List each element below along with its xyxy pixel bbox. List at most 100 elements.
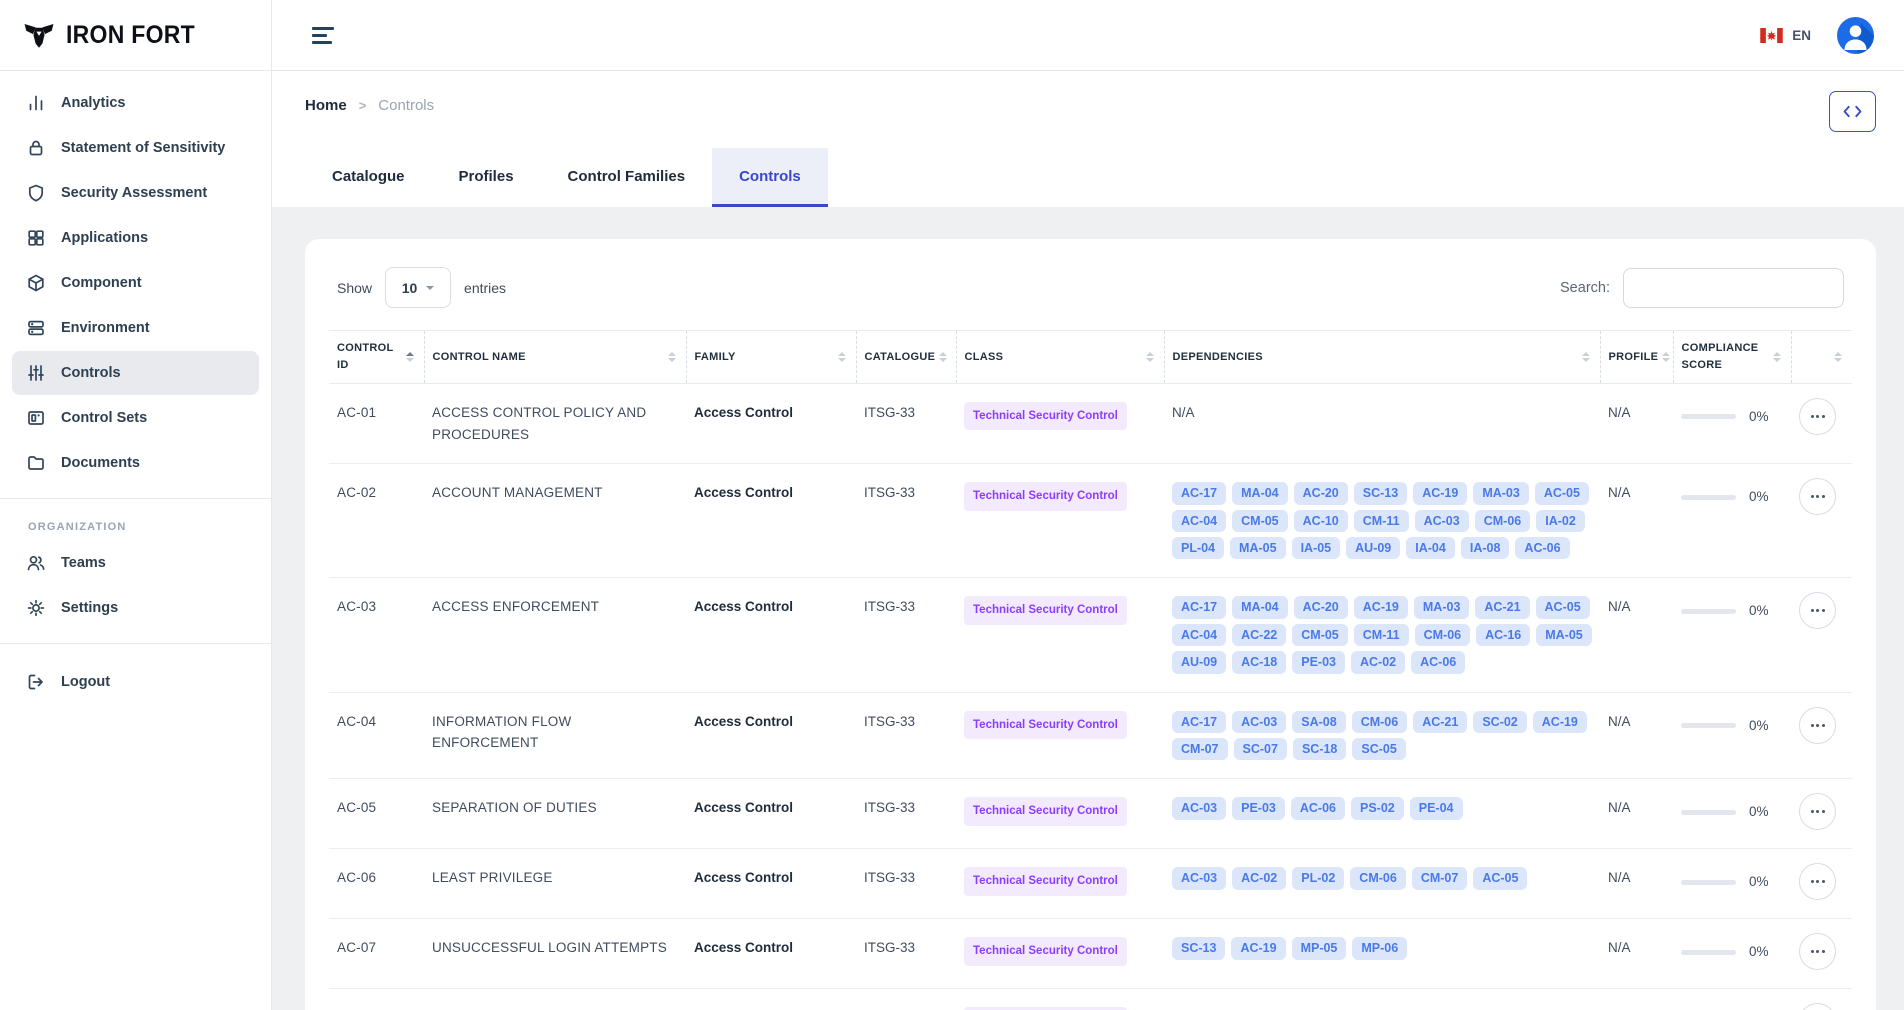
dependency-chip[interactable]: IA-04 — [1406, 537, 1455, 559]
column-header-dependencies[interactable]: DEPENDENCIES — [1164, 331, 1600, 384]
column-header-family[interactable]: FAMILY — [686, 331, 856, 384]
dependency-chip[interactable]: CM-07 — [1172, 738, 1228, 760]
code-view-button[interactable] — [1829, 91, 1876, 132]
dependency-chip[interactable]: AC-05 — [1536, 596, 1590, 618]
dependency-chip[interactable]: AC-19 — [1533, 711, 1587, 733]
dependency-chip[interactable]: PL-04 — [1172, 537, 1224, 559]
dependency-chip[interactable]: AC-19 — [1413, 482, 1467, 504]
dependency-chip[interactable]: AC-20 — [1294, 482, 1348, 504]
dependency-chip[interactable]: SC-18 — [1293, 738, 1346, 760]
breadcrumb-home-link[interactable]: Home — [305, 97, 347, 114]
dependency-chip[interactable]: PE-03 — [1232, 797, 1285, 819]
dependency-chip[interactable]: MA-05 — [1536, 624, 1592, 646]
dependency-chip[interactable]: AC-04 — [1172, 510, 1226, 532]
sidebar-item-settings[interactable]: Settings — [12, 586, 259, 630]
tab-control-families[interactable]: Control Families — [541, 148, 713, 207]
sidebar-item-security-assessment[interactable]: Security Assessment — [12, 171, 259, 215]
dependency-chip[interactable]: CM-07 — [1412, 867, 1468, 889]
dependency-chip[interactable]: CM-06 — [1475, 510, 1531, 532]
dependency-chip[interactable]: AC-06 — [1291, 797, 1345, 819]
dependency-chip[interactable]: AU-09 — [1346, 537, 1400, 559]
column-header-catalogue[interactable]: CATALOGUE — [856, 331, 956, 384]
row-actions-button[interactable] — [1799, 478, 1836, 515]
dependency-chip[interactable]: AC-06 — [1515, 537, 1569, 559]
tab-controls[interactable]: Controls — [712, 148, 828, 207]
dependency-chip[interactable]: SC-07 — [1234, 738, 1287, 760]
row-actions-button[interactable] — [1799, 933, 1836, 970]
column-header-compliance-score[interactable]: COMPLIANCE SCORE — [1673, 331, 1791, 384]
menu-icon[interactable] — [308, 23, 338, 48]
language-switcher[interactable]: EN — [1760, 28, 1811, 43]
dependency-chip[interactable]: AC-17 — [1172, 482, 1226, 504]
sidebar-item-controls[interactable]: Controls — [12, 351, 259, 395]
dependency-chip[interactable]: MA-05 — [1230, 537, 1286, 559]
dependency-chip[interactable]: PE-03 — [1292, 651, 1345, 673]
column-header-class[interactable]: CLASS — [956, 331, 1164, 384]
dependency-chip[interactable]: CM-05 — [1292, 624, 1348, 646]
dependency-chip[interactable]: AC-17 — [1172, 596, 1226, 618]
column-header-control-id[interactable]: CONTROL ID — [329, 331, 424, 384]
dependency-chip[interactable]: SC-05 — [1352, 738, 1405, 760]
dependency-chip[interactable]: PL-02 — [1292, 867, 1344, 889]
row-actions-button[interactable] — [1799, 793, 1836, 830]
dependency-chip[interactable]: SA-08 — [1292, 711, 1345, 733]
sidebar-item-component[interactable]: Component — [12, 261, 259, 305]
dependency-chip[interactable]: CM-11 — [1354, 624, 1409, 646]
user-avatar-icon[interactable] — [1837, 17, 1874, 54]
dependency-chip[interactable]: MA-04 — [1232, 596, 1288, 618]
dependency-chip[interactable]: PE-04 — [1410, 797, 1463, 819]
dependency-chip[interactable]: CM-06 — [1415, 624, 1471, 646]
dependency-chip[interactable]: AC-03 — [1232, 711, 1286, 733]
dependency-chip[interactable]: MA-03 — [1473, 482, 1529, 504]
dependency-chip[interactable]: CM-06 — [1352, 711, 1408, 733]
sidebar-item-applications[interactable]: Applications — [12, 216, 259, 260]
dependency-chip[interactable]: AC-03 — [1415, 510, 1469, 532]
sidebar-item-logout[interactable]: Logout — [12, 660, 259, 704]
dependency-chip[interactable]: MP-06 — [1352, 937, 1407, 959]
dependency-chip[interactable]: MP-05 — [1292, 937, 1347, 959]
column-header-profile[interactable]: PROFILE — [1600, 331, 1673, 384]
dependency-chip[interactable]: AC-17 — [1172, 711, 1226, 733]
sidebar-item-teams[interactable]: Teams — [12, 541, 259, 585]
row-actions-button[interactable] — [1799, 1003, 1836, 1010]
dependency-chip[interactable]: IA-02 — [1536, 510, 1585, 532]
row-actions-button[interactable] — [1799, 592, 1836, 629]
sidebar-item-environment[interactable]: Environment — [12, 306, 259, 350]
dependency-chip[interactable]: AC-18 — [1232, 651, 1286, 673]
row-actions-button[interactable] — [1799, 863, 1836, 900]
brand-logo[interactable]: IRON FORT — [22, 18, 206, 52]
dependency-chip[interactable]: AU-09 — [1172, 651, 1226, 673]
dependency-chip[interactable]: PS-02 — [1351, 797, 1404, 819]
dependency-chip[interactable]: IA-08 — [1461, 537, 1510, 559]
dependency-chip[interactable]: AC-19 — [1231, 937, 1285, 959]
dependency-chip[interactable]: AC-04 — [1172, 624, 1226, 646]
dependency-chip[interactable]: AC-03 — [1172, 867, 1226, 889]
dependency-chip[interactable]: AC-02 — [1232, 867, 1286, 889]
dependency-chip[interactable]: MA-04 — [1232, 482, 1288, 504]
dependency-chip[interactable]: AC-06 — [1411, 651, 1465, 673]
row-actions-button[interactable] — [1799, 398, 1836, 435]
tab-profiles[interactable]: Profiles — [432, 148, 541, 207]
page-size-select[interactable]: 10 — [385, 267, 451, 308]
sidebar-item-documents[interactable]: Documents — [12, 441, 259, 485]
dependency-chip[interactable]: AC-22 — [1232, 624, 1286, 646]
row-actions-button[interactable] — [1799, 707, 1836, 744]
column-header-actions[interactable] — [1791, 331, 1852, 384]
dependency-chip[interactable]: AC-02 — [1351, 651, 1405, 673]
dependency-chip[interactable]: AC-20 — [1294, 596, 1348, 618]
dependency-chip[interactable]: AC-05 — [1473, 867, 1527, 889]
dependency-chip[interactable]: AC-21 — [1475, 596, 1529, 618]
dependency-chip[interactable]: AC-03 — [1172, 797, 1226, 819]
dependency-chip[interactable]: AC-21 — [1413, 711, 1467, 733]
dependency-chip[interactable]: AC-19 — [1354, 596, 1408, 618]
dependency-chip[interactable]: AC-05 — [1535, 482, 1589, 504]
dependency-chip[interactable]: CM-05 — [1232, 510, 1288, 532]
dependency-chip[interactable]: CM-06 — [1350, 867, 1406, 889]
dependency-chip[interactable]: SC-13 — [1354, 482, 1407, 504]
dependency-chip[interactable]: AC-10 — [1294, 510, 1348, 532]
dependency-chip[interactable]: SC-13 — [1172, 937, 1225, 959]
sidebar-item-control-sets[interactable]: Control Sets — [12, 396, 259, 440]
dependency-chip[interactable]: IA-05 — [1292, 537, 1341, 559]
dependency-chip[interactable]: CM-11 — [1354, 510, 1409, 532]
search-input[interactable] — [1623, 268, 1844, 308]
